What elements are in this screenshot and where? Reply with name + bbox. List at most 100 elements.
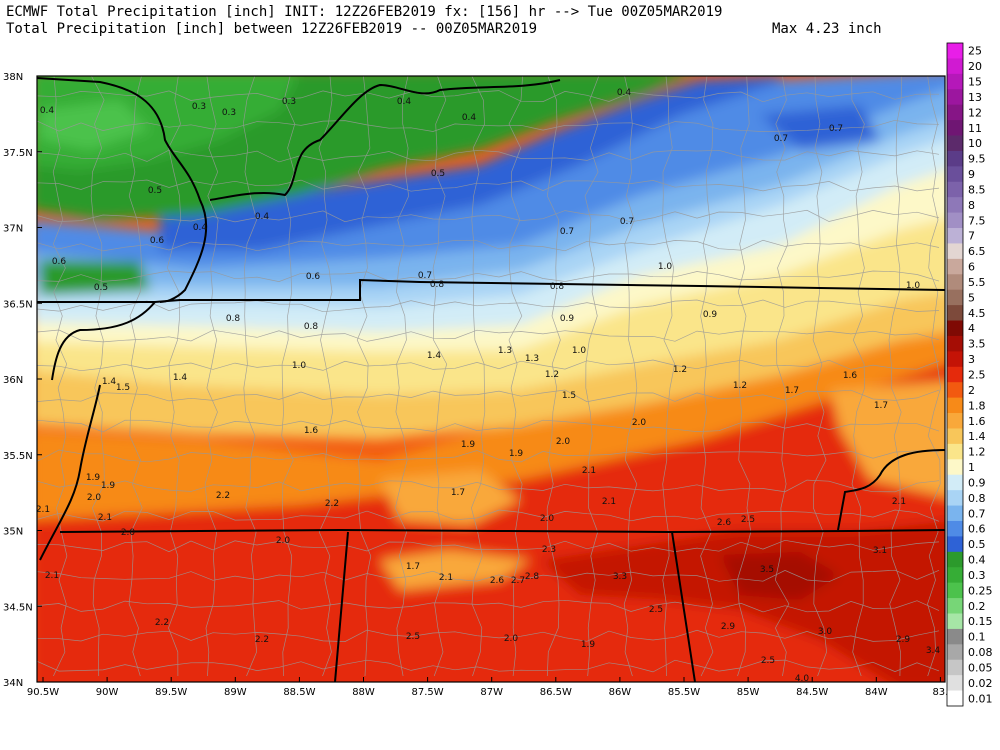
colorbar-label: 0.5 bbox=[968, 538, 986, 551]
map-subtitle: Total Precipitation [inch] between 12Z26… bbox=[6, 21, 538, 37]
contour-label: 0.7 bbox=[560, 227, 574, 237]
state-boundaries bbox=[37, 77, 945, 682]
colorbar-label: 0.08 bbox=[968, 646, 993, 659]
colorbar-label: 4.5 bbox=[968, 307, 986, 320]
contour-label: 2.1 bbox=[892, 497, 906, 507]
contour-label: 2.1 bbox=[98, 513, 112, 523]
contour-label: 0.5 bbox=[431, 169, 445, 179]
colorbar-label: 0.8 bbox=[968, 492, 986, 505]
colorbar-label: 0.6 bbox=[968, 523, 986, 536]
contour-label: 0.4 bbox=[617, 88, 632, 98]
colorbar-label: 0.7 bbox=[968, 507, 986, 520]
colorbar-swatch bbox=[947, 598, 963, 614]
colorbar-label: 0.4 bbox=[968, 554, 986, 567]
contour-label: 0.4 bbox=[397, 97, 412, 107]
contour-label: 1.7 bbox=[785, 386, 799, 396]
contour-label: 2.0 bbox=[540, 514, 555, 524]
county-line-v bbox=[774, 76, 790, 677]
county-line-h bbox=[37, 629, 940, 642]
colorbar-swatch bbox=[947, 659, 963, 676]
contour-label: 0.7 bbox=[774, 134, 788, 144]
contour-label: 0.6 bbox=[306, 272, 321, 282]
colorbar-swatch bbox=[947, 243, 963, 260]
lat-label: 38N bbox=[3, 72, 23, 83]
colorbar-label: 25 bbox=[968, 45, 982, 58]
contour-label: 1.4 bbox=[102, 377, 117, 387]
lon-label: 88.5W bbox=[283, 687, 315, 698]
colorbar-swatch bbox=[947, 366, 963, 383]
contour-label: 1.9 bbox=[581, 640, 596, 650]
contour-label: 0.8 bbox=[304, 322, 319, 332]
contour-label: 1.2 bbox=[733, 381, 747, 391]
colorbar-label: 0.3 bbox=[968, 569, 986, 582]
colorbar-label: 0.05 bbox=[968, 662, 993, 675]
contour-label: 0.4 bbox=[193, 223, 208, 233]
contour-label: 1.6 bbox=[843, 371, 858, 381]
contour-label: 4.0 bbox=[795, 674, 810, 684]
colorbar-label: 8.5 bbox=[968, 184, 986, 197]
lon-label: 89W bbox=[224, 687, 247, 698]
contour-label: 2.7 bbox=[511, 576, 525, 586]
colorbar-label: 12 bbox=[968, 106, 982, 119]
band-yellow-east bbox=[830, 381, 945, 497]
lon-label: 88W bbox=[352, 687, 375, 698]
contour-label: 1.7 bbox=[874, 401, 888, 411]
colorbar-swatch bbox=[947, 536, 963, 553]
colorbar-label: 5 bbox=[968, 291, 975, 304]
lon-label: 84W bbox=[865, 687, 888, 698]
colorbar-label: 15 bbox=[968, 76, 982, 89]
band-green-sw bbox=[40, 260, 150, 295]
colorbar-swatch bbox=[947, 490, 963, 506]
colorbar-label: 2.5 bbox=[968, 369, 986, 382]
county-line-v bbox=[52, 76, 68, 677]
county-line-h bbox=[37, 599, 940, 613]
county-line-v bbox=[281, 76, 296, 677]
band-paleyellow bbox=[37, 165, 945, 352]
colorbar-label: 4 bbox=[968, 322, 975, 335]
colorbar-label: 1.4 bbox=[968, 430, 986, 443]
contour-label: 3.5 bbox=[760, 565, 774, 575]
contour-label: 1.2 bbox=[673, 365, 687, 375]
contour-label: 1.0 bbox=[292, 361, 307, 371]
contour-label: 1.9 bbox=[461, 440, 476, 450]
county-line-v bbox=[888, 76, 903, 677]
lon-label: 87W bbox=[480, 687, 503, 698]
contour-label: 1.2 bbox=[545, 370, 559, 380]
colorbar-swatch bbox=[947, 567, 963, 584]
colorbar-swatch bbox=[947, 690, 963, 707]
county-line-h bbox=[37, 209, 940, 223]
colorbar-label: 9.5 bbox=[968, 153, 986, 166]
max-precip-label: Max 4.23 inch bbox=[772, 21, 882, 37]
county-line-h bbox=[37, 449, 940, 463]
contour-label: 0.8 bbox=[550, 282, 565, 292]
band-darkblue bbox=[160, 76, 780, 250]
lon-label: 87.5W bbox=[412, 687, 444, 698]
colorbar-swatch bbox=[947, 104, 963, 121]
colorbar-label: 2 bbox=[968, 384, 975, 397]
colorbar-label: 1.8 bbox=[968, 399, 986, 412]
colorbar-swatch bbox=[947, 228, 963, 244]
contour-label: 0.5 bbox=[94, 283, 108, 293]
county-line-v bbox=[204, 76, 219, 677]
county-line-v bbox=[356, 76, 372, 677]
band-yellow bbox=[37, 218, 945, 395]
colorbar-label: 8 bbox=[968, 199, 975, 212]
lat-label: 34.5N bbox=[3, 602, 33, 613]
county-line-v bbox=[242, 76, 257, 677]
lon-label: 89.5W bbox=[155, 687, 187, 698]
county-line-v bbox=[432, 76, 448, 677]
contour-label: 2.0 bbox=[121, 528, 136, 538]
colorbar-label: 10 bbox=[968, 137, 982, 150]
colorbar-swatch bbox=[947, 675, 963, 691]
colorbar-label: 1.6 bbox=[968, 415, 986, 428]
county-line-h bbox=[37, 299, 940, 313]
band-orange-center bbox=[380, 470, 520, 525]
contour-label: 1.9 bbox=[86, 473, 101, 483]
colorbar-label: 13 bbox=[968, 91, 982, 104]
lon-label: 83. bbox=[932, 687, 948, 698]
county-line-v bbox=[662, 76, 676, 677]
al-ga-border bbox=[671, 531, 696, 682]
contour-label: 2.1 bbox=[36, 505, 50, 515]
colorbar-label: 1.2 bbox=[968, 446, 986, 459]
lat-label: 37N bbox=[3, 224, 23, 235]
